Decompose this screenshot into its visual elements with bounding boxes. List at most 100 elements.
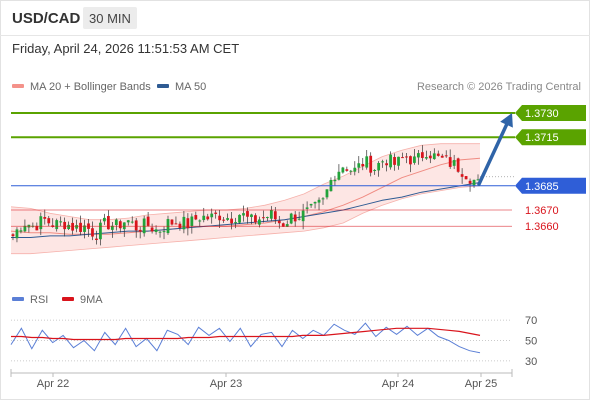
bollinger-lower-line <box>11 185 481 255</box>
candle-body <box>365 156 369 168</box>
candle <box>67 221 71 230</box>
candle <box>138 226 142 239</box>
candle-body <box>297 218 301 220</box>
legend-label-rsi: RSI <box>30 294 49 306</box>
ma50-line <box>11 182 481 238</box>
level-1.3715: 1.3715 <box>11 129 586 146</box>
candle <box>226 213 230 221</box>
candle-body <box>99 222 102 240</box>
candle-body <box>321 198 325 200</box>
candle <box>345 166 349 172</box>
candle-body <box>110 225 114 230</box>
candle <box>63 217 67 237</box>
candle-body <box>261 217 265 219</box>
candle <box>301 203 305 230</box>
candle <box>91 221 94 241</box>
resistance-tag <box>515 129 586 146</box>
candle <box>186 213 190 236</box>
candle-body <box>301 210 305 222</box>
candle <box>162 226 166 240</box>
candle-body <box>226 218 230 220</box>
candle <box>385 159 388 172</box>
candle-body <box>460 174 464 177</box>
candle <box>293 211 297 227</box>
candle-body <box>118 221 122 229</box>
candle <box>313 201 317 209</box>
candle-body <box>198 220 202 222</box>
legend-item-ma20: MA 20 + Bollinger Bands <box>12 81 151 93</box>
candle-body <box>138 229 142 232</box>
candle-body <box>341 167 345 173</box>
candle <box>269 206 273 222</box>
candle <box>297 211 301 221</box>
timeframe-badge[interactable]: 30 MIN <box>83 7 137 29</box>
candle-body <box>234 222 237 224</box>
candle-body <box>186 218 190 229</box>
candle-body <box>162 231 166 233</box>
candle-body <box>420 152 424 158</box>
candle <box>361 157 365 171</box>
candle-body <box>369 155 373 173</box>
candle-body <box>373 170 377 172</box>
candle <box>198 219 202 227</box>
support-label: 1.3670 <box>525 205 559 217</box>
support-label: 1.3660 <box>525 221 559 233</box>
candle <box>79 215 82 236</box>
candle <box>39 212 43 236</box>
candle <box>405 152 408 164</box>
resistance-label: 1.3730 <box>525 108 559 120</box>
candle <box>321 197 325 205</box>
candle-body <box>59 221 63 223</box>
candle <box>210 208 214 224</box>
candle <box>242 205 245 222</box>
candle <box>285 220 289 227</box>
candle <box>154 225 158 235</box>
timestamp: Friday, April 24, 2026 11:51:53 AM CET <box>12 41 240 56</box>
resistance-tag <box>515 104 586 121</box>
candle-body <box>333 179 337 182</box>
x-tick-label: Apr 23 <box>210 378 242 390</box>
candle <box>182 210 186 234</box>
candle-body <box>476 179 480 181</box>
candle-body <box>432 153 436 160</box>
legend-label-9ma: 9MA <box>80 294 103 306</box>
candle-body <box>95 238 98 240</box>
candle <box>194 211 198 221</box>
candle <box>413 148 416 165</box>
level-1.3730: 1.3730 <box>11 104 586 121</box>
candle <box>19 227 23 234</box>
candle <box>206 213 210 221</box>
candle <box>341 166 345 174</box>
candle-body <box>114 219 118 226</box>
candle-body <box>242 213 245 216</box>
candle-body <box>170 219 174 225</box>
candle-body <box>389 154 392 168</box>
candle-body <box>401 157 404 159</box>
candle-body <box>273 211 277 220</box>
candle <box>349 169 353 176</box>
candle-body <box>15 229 19 239</box>
pivot-label: 1.3685 <box>525 181 559 193</box>
candle-body <box>381 161 385 163</box>
candle <box>150 223 154 234</box>
level-1.3660: 1.3660 <box>11 221 559 233</box>
candle <box>59 216 63 226</box>
candle <box>464 176 468 180</box>
candle <box>126 219 130 226</box>
candle <box>432 148 436 160</box>
candle <box>468 178 472 192</box>
candle <box>265 216 269 221</box>
candle-body <box>210 213 214 218</box>
candle <box>134 217 138 238</box>
candle-body <box>47 218 51 224</box>
candle <box>460 168 464 184</box>
candle-body <box>444 155 448 157</box>
candle-body <box>246 211 249 217</box>
candle <box>393 153 396 171</box>
candle-body <box>405 156 408 158</box>
candle-body <box>19 230 23 232</box>
candle-body <box>182 216 186 230</box>
candle <box>369 152 373 177</box>
forecast-arrow <box>477 112 513 186</box>
candle <box>214 210 218 219</box>
